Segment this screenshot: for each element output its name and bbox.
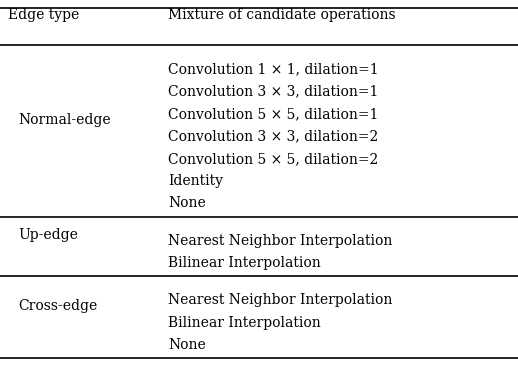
Text: None: None [168, 197, 206, 210]
Text: Convolution 5 × 5, dilation=1: Convolution 5 × 5, dilation=1 [168, 107, 378, 121]
Text: Convolution 1 × 1, dilation=1: Convolution 1 × 1, dilation=1 [168, 63, 379, 76]
Text: Convolution 3 × 3, dilation=1: Convolution 3 × 3, dilation=1 [168, 85, 378, 99]
Text: Bilinear Interpolation: Bilinear Interpolation [168, 256, 321, 270]
Text: Cross-edge: Cross-edge [18, 299, 97, 313]
Text: Nearest Neighbor Interpolation: Nearest Neighbor Interpolation [168, 234, 392, 248]
Text: Mixture of candidate operations: Mixture of candidate operations [168, 8, 396, 22]
Text: Bilinear Interpolation: Bilinear Interpolation [168, 315, 321, 330]
Text: Up-edge: Up-edge [18, 228, 78, 242]
Text: Convolution 3 × 3, dilation=2: Convolution 3 × 3, dilation=2 [168, 130, 378, 143]
Text: None: None [168, 338, 206, 352]
Text: Identity: Identity [168, 174, 223, 188]
Text: Nearest Neighbor Interpolation: Nearest Neighbor Interpolation [168, 293, 392, 307]
Text: Normal-edge: Normal-edge [18, 113, 111, 127]
Text: Convolution 5 × 5, dilation=2: Convolution 5 × 5, dilation=2 [168, 152, 378, 166]
Text: Edge type: Edge type [8, 8, 79, 22]
